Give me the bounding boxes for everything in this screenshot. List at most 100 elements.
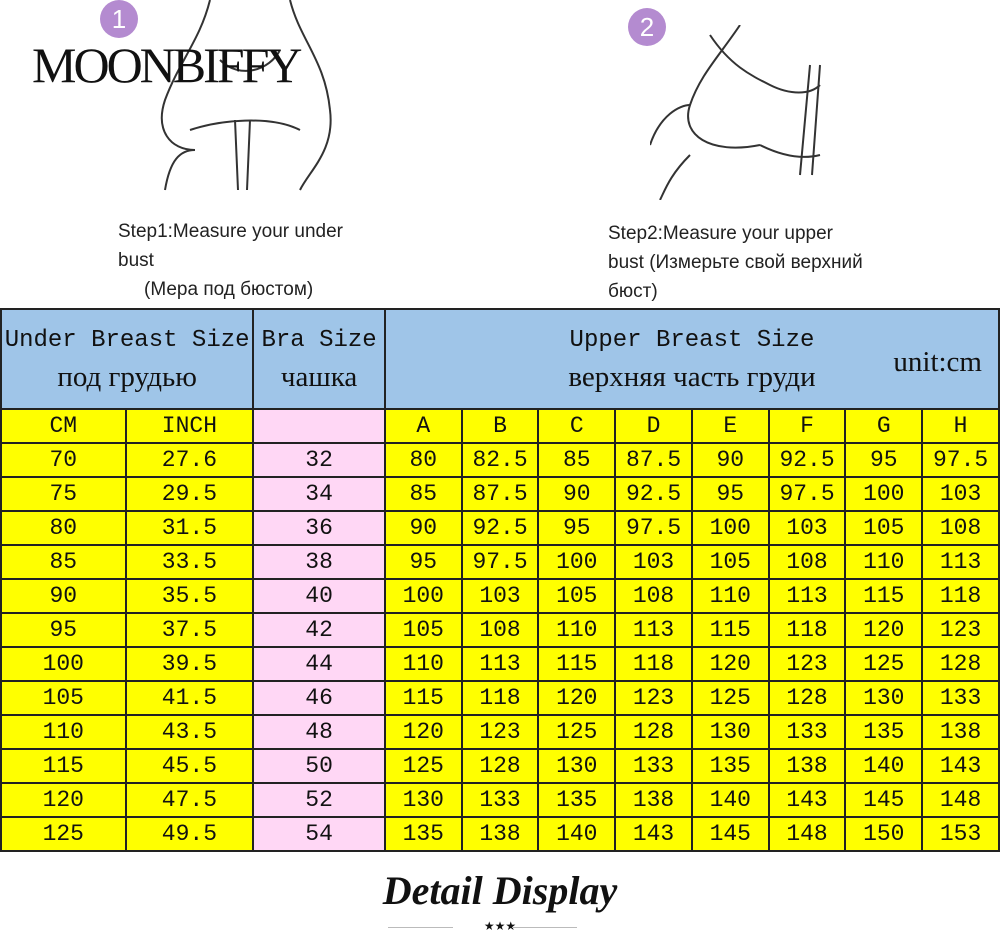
table-cell: 128 bbox=[460, 748, 540, 784]
subheader-cell: F bbox=[767, 408, 847, 444]
table-cell: 108 bbox=[614, 578, 693, 614]
table-cell: 75 bbox=[0, 476, 127, 512]
table-cell: 45.5 bbox=[124, 748, 255, 784]
subheader-cell: B bbox=[460, 408, 540, 444]
table-cell: 118 bbox=[767, 612, 847, 648]
table-cell: 29.5 bbox=[124, 476, 255, 512]
table-cell: 85 bbox=[0, 544, 127, 580]
table-cell: 70 bbox=[0, 442, 127, 478]
table-cell: 130 bbox=[383, 782, 463, 818]
table-cell: 135 bbox=[844, 714, 924, 750]
subheader-cell: D bbox=[614, 408, 693, 444]
step-2-line1: Step2:Measure your upper bbox=[608, 223, 833, 244]
table-cell: 113 bbox=[460, 646, 540, 682]
table-cell: 103 bbox=[767, 510, 847, 546]
table-cell: 125 bbox=[0, 816, 127, 852]
table-cell: 138 bbox=[460, 816, 540, 852]
table-cell: 125 bbox=[690, 680, 770, 716]
table-cell: 145 bbox=[690, 816, 770, 852]
table-cell: 103 bbox=[614, 544, 693, 580]
table-cell: 120 bbox=[844, 612, 924, 648]
table-cell: 125 bbox=[383, 748, 463, 784]
table-cell: 105 bbox=[537, 578, 617, 614]
table-cell: 80 bbox=[0, 510, 127, 546]
table-cell: 92.5 bbox=[614, 476, 693, 512]
step-1-line3: (Мера под бюстом) bbox=[144, 279, 314, 300]
table-cell: 52 bbox=[252, 782, 386, 818]
table-cell: 138 bbox=[767, 748, 847, 784]
table-cell: 36 bbox=[252, 510, 386, 546]
table-cell: 140 bbox=[690, 782, 770, 818]
table-cell: 110 bbox=[537, 612, 617, 648]
table-cell: 90 bbox=[0, 578, 127, 614]
step-1-line2: bust bbox=[118, 250, 154, 271]
under-breast-title: Under Breast Size bbox=[4, 327, 250, 354]
table-cell: 33.5 bbox=[124, 544, 255, 580]
table-row: 95 37.5 42 105 108 110 113 115 118 120 123 bbox=[0, 612, 1000, 648]
table-cell: 128 bbox=[614, 714, 693, 750]
table-cell: 140 bbox=[844, 748, 924, 784]
detail-display-heading: Detail Display bbox=[382, 868, 618, 913]
table-cell: 108 bbox=[767, 544, 847, 580]
table-cell: 39.5 bbox=[124, 646, 255, 682]
upper-breast-header: Upper Breast Size верхняя часть груди un… bbox=[383, 308, 1000, 410]
table-cell: 54 bbox=[252, 816, 386, 852]
table-cell: 37.5 bbox=[124, 612, 255, 648]
table-cell: 125 bbox=[537, 714, 617, 750]
table-cell: 38 bbox=[252, 544, 386, 580]
table-cell: 143 bbox=[614, 816, 693, 852]
table-cell: 133 bbox=[767, 714, 847, 750]
table-row: 85 33.5 38 95 97.5 100 103 105 108 110 113 bbox=[0, 544, 1000, 580]
table-cell: 32 bbox=[252, 442, 386, 478]
table-cell: 95 bbox=[690, 476, 770, 512]
table-cell: 95 bbox=[844, 442, 924, 478]
table-cell: 143 bbox=[767, 782, 847, 818]
subheader-cell: E bbox=[690, 408, 770, 444]
table-cell: 103 bbox=[460, 578, 540, 614]
step-1-text: Step1:Measure your under bust (Мера под … bbox=[118, 217, 343, 304]
table-cell: 90 bbox=[537, 476, 617, 512]
table-cell: 108 bbox=[921, 510, 1000, 546]
subheader-cell: A bbox=[383, 408, 463, 444]
subheader-cell: G bbox=[844, 408, 924, 444]
table-cell: 95 bbox=[537, 510, 617, 546]
table-row: 120 47.5 52 130 133 135 138 140 143 145 148 bbox=[0, 782, 1000, 818]
table-cell: 85 bbox=[383, 476, 463, 512]
table-row: 80 31.5 36 90 92.5 95 97.5 100 103 105 108 bbox=[0, 510, 1000, 546]
table-cell: 113 bbox=[614, 612, 693, 648]
bra-size-ru: чашка bbox=[280, 361, 358, 393]
table-cell: 41.5 bbox=[124, 680, 255, 716]
table-cell: 118 bbox=[921, 578, 1000, 614]
table-cell: 130 bbox=[844, 680, 924, 716]
step-2-text: Step2:Measure your upper bust (Измерьте … bbox=[608, 219, 863, 306]
step-2-line2: bust (Измерьте свой верхний bbox=[608, 252, 863, 273]
table-cell: 92.5 bbox=[767, 442, 847, 478]
table-cell: 100 bbox=[690, 510, 770, 546]
step-1-badge: 1 bbox=[100, 0, 138, 38]
table-cell: 100 bbox=[0, 646, 127, 682]
divider-left bbox=[388, 927, 453, 928]
step-1-line1: Step1:Measure your under bbox=[118, 221, 343, 242]
table-cell: 118 bbox=[614, 646, 693, 682]
table-cell: 100 bbox=[537, 544, 617, 580]
table-cell: 120 bbox=[690, 646, 770, 682]
table-cell: 148 bbox=[767, 816, 847, 852]
table-cell: 85 bbox=[537, 442, 617, 478]
unit-label: unit:cm bbox=[893, 346, 982, 378]
table-cell: 95 bbox=[0, 612, 127, 648]
table-row: 105 41.5 46 115 118 120 123 125 128 130 133 bbox=[0, 680, 1000, 716]
table-cell: 110 bbox=[0, 714, 127, 750]
under-breast-ru: под грудью bbox=[57, 361, 197, 393]
table-cell: 120 bbox=[0, 782, 127, 818]
table-row: 75 29.5 34 85 87.5 90 92.5 95 97.5 100 103 bbox=[0, 476, 1000, 512]
table-cell: 145 bbox=[844, 782, 924, 818]
table-cell: 90 bbox=[690, 442, 770, 478]
table-cell: 123 bbox=[460, 714, 540, 750]
table-cell: 115 bbox=[690, 612, 770, 648]
table-cell: 123 bbox=[921, 612, 1000, 648]
table-cell: 110 bbox=[383, 646, 463, 682]
table-cell: 105 bbox=[690, 544, 770, 580]
table-cell: 135 bbox=[383, 816, 463, 852]
table-cell: 42 bbox=[252, 612, 386, 648]
table-cell: 133 bbox=[921, 680, 1000, 716]
